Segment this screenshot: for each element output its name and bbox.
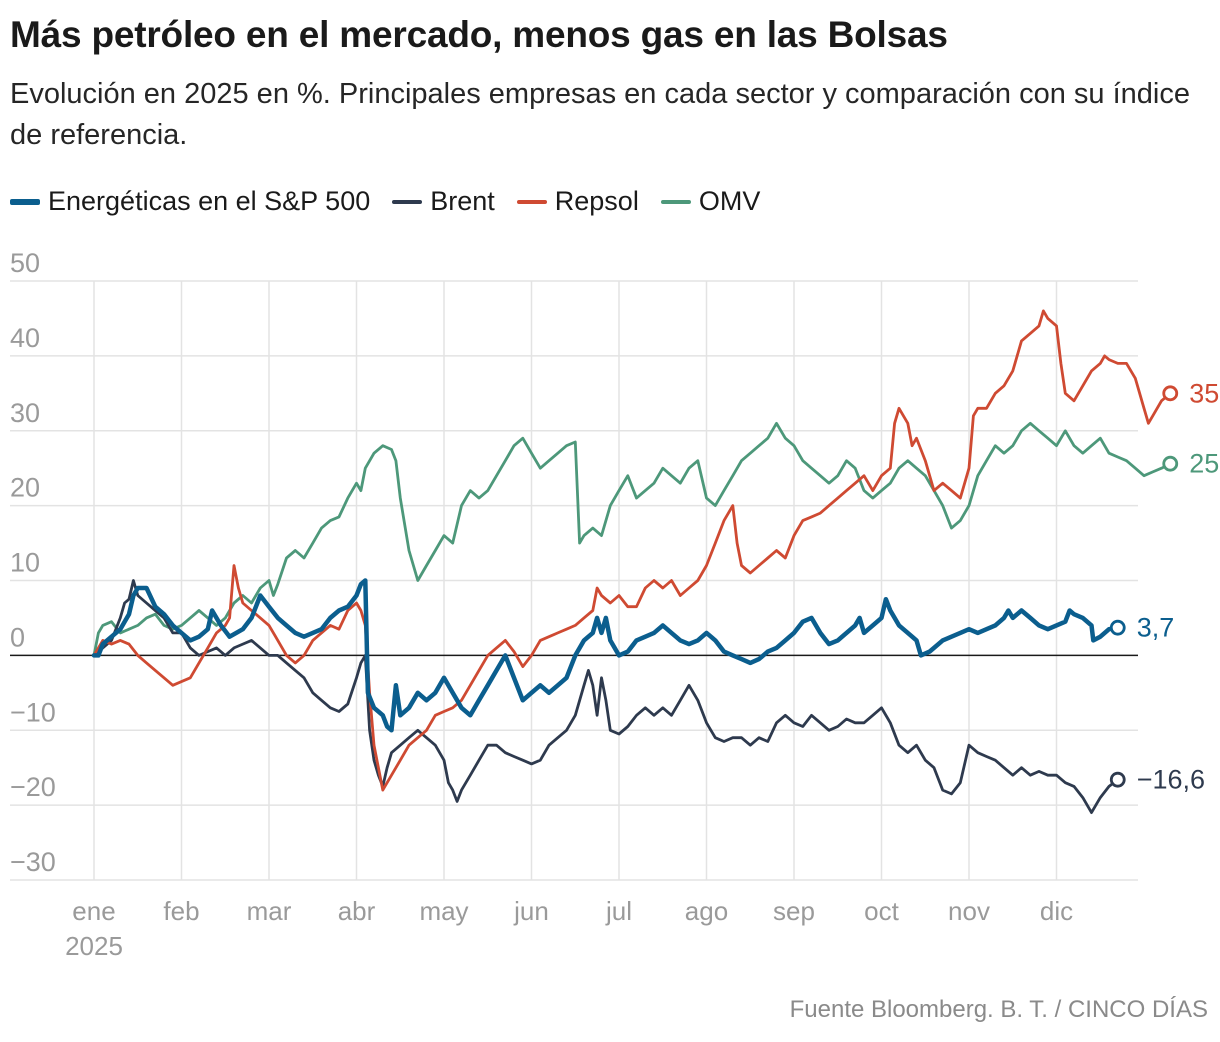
end-label-brent: −16,6 (1137, 765, 1205, 795)
line-chart: 50 40 30 20 10 0 −10 −20 −30 ene feb mar abr may jun ju… (10, 248, 1220, 961)
source-note: Fuente Bloomberg. B. T. / CINCO DÍAS (789, 996, 1208, 1023)
end-marker-energeticas (1109, 619, 1126, 636)
legend: Energéticas en el S&P 500 Brent Repsol O… (10, 186, 782, 217)
x-tick-label: may (419, 896, 468, 926)
series-line-omv (92, 421, 1172, 657)
chart-title: Más petróleo en el mercado, menos gas en… (10, 14, 948, 55)
legend-item-brent: Brent (392, 186, 495, 217)
legend-item-repsol: Repsol (516, 186, 639, 217)
y-tick-label: 20 (10, 473, 40, 503)
legend-label-omv: OMV (698, 186, 761, 216)
x-tick-label: nov (948, 896, 990, 926)
end-marker-omv (1162, 455, 1179, 472)
end-marker-brent (1109, 771, 1126, 788)
y-tick-label: 40 (10, 323, 40, 353)
x-tick-label: ene (72, 896, 115, 926)
y-tick-label: 50 (10, 248, 40, 278)
legend-item-omv: OMV (660, 186, 761, 217)
legend-swatch-repsol (516, 199, 547, 204)
x-tick-label: ago (685, 896, 728, 926)
x-tick-label: feb (163, 896, 199, 926)
end-label-omv: 25,6 (1189, 449, 1220, 479)
series-line-energeticas (91, 578, 1121, 733)
legend-item-energeticas: Energéticas en el S&P 500 (10, 186, 370, 217)
chart-subtitle: Evolución en 2025 en %. Principales empr… (10, 78, 1190, 151)
y-tick-label: −20 (10, 772, 56, 802)
x-tick-label: sep (773, 896, 815, 926)
x-tick-label: jun (513, 896, 549, 926)
legend-label-energeticas: Energéticas en el S&P 500 (48, 186, 371, 216)
y-tick-label: −10 (10, 697, 56, 727)
legend-swatch-omv (660, 199, 691, 204)
end-marker-repsol (1162, 385, 1179, 402)
x-tick-label: abr (338, 896, 376, 926)
end-label-repsol: 35,0 (1189, 378, 1220, 408)
x-tick-sublabel: 2025 (65, 931, 123, 961)
x-tick-label: dic (1040, 896, 1073, 926)
series-line-repsol (92, 309, 1172, 792)
x-tick-label: mar (247, 896, 292, 926)
y-tick-label: 0 (10, 622, 25, 652)
y-tick-label: 30 (10, 398, 40, 428)
x-tick-label: jul (605, 896, 632, 926)
legend-label-repsol: Repsol (554, 186, 639, 216)
x-tick-label: oct (864, 896, 899, 926)
y-tick-label: 10 (10, 548, 40, 578)
legend-swatch-energeticas (10, 198, 40, 205)
legend-label-brent: Brent (430, 186, 495, 216)
legend-swatch-brent (392, 199, 423, 204)
end-label-energeticas: 3,7 (1137, 613, 1175, 643)
series-line-brent (92, 579, 1120, 814)
y-tick-label: −30 (10, 847, 56, 877)
